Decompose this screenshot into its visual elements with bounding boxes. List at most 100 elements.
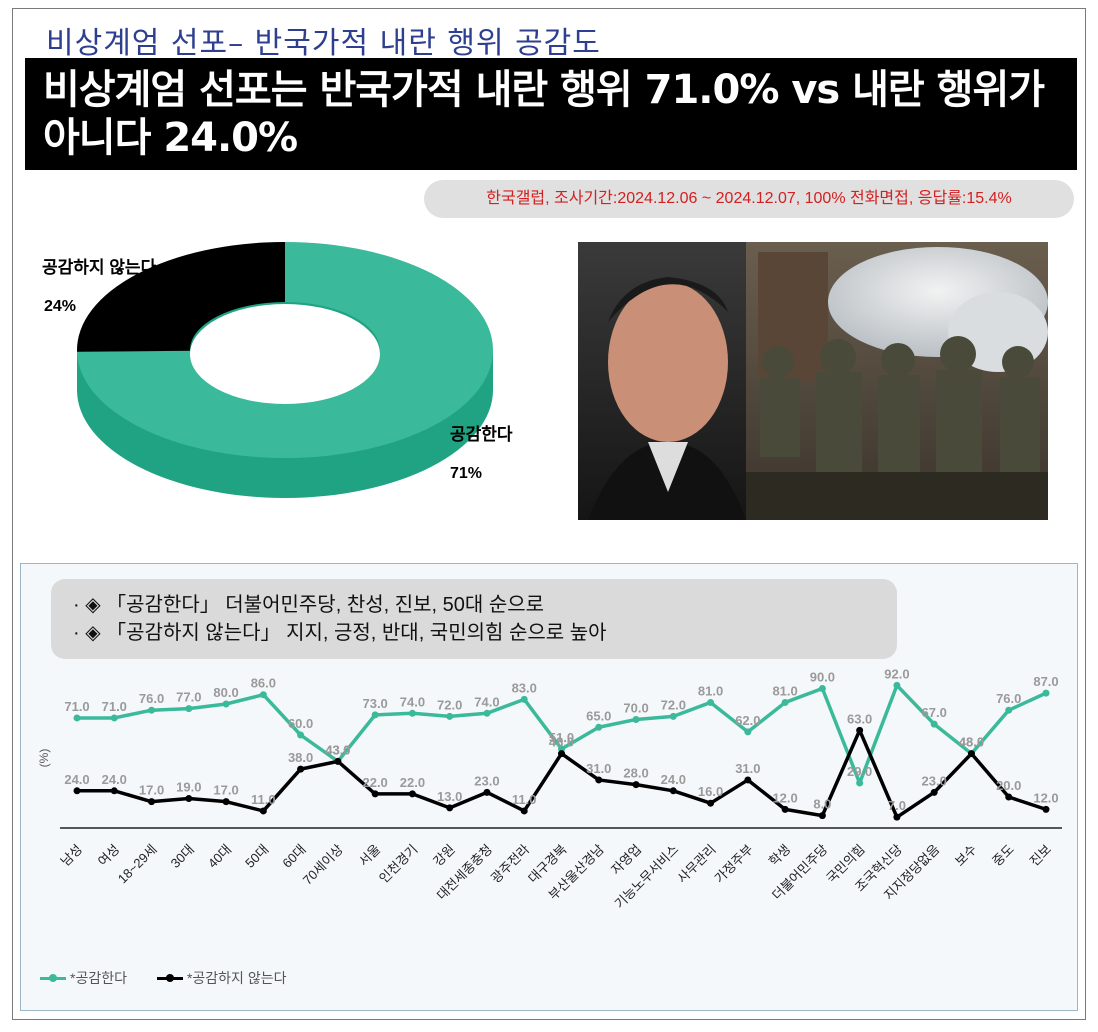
- x-tick-label-4: 40대: [205, 842, 234, 871]
- series-0-point-15: [632, 716, 640, 723]
- series-1-point-21: [856, 726, 864, 734]
- series-0-point-2: [148, 706, 156, 714]
- series-1-label-4: 17.0: [213, 783, 238, 798]
- donut-value-label-1: 24%: [44, 298, 76, 315]
- donut-category-label-1: 공감하지 않는다: [42, 258, 157, 277]
- series-0-point-1: [110, 714, 118, 722]
- series-1-point-6: [297, 765, 305, 773]
- series-0-point-26: [1042, 689, 1050, 697]
- series-0-point-6: [297, 731, 305, 739]
- series-0-label-2: 76.0: [139, 691, 164, 706]
- series-0-label-11: 74.0: [474, 694, 499, 709]
- series-1-point-22: [893, 813, 901, 821]
- series-0-label-12: 83.0: [512, 680, 537, 695]
- series-0-point-18: [744, 728, 752, 736]
- series-1-point-19: [781, 805, 789, 813]
- series-1-point-9: [408, 790, 416, 798]
- series-1-label-8: 22.0: [362, 775, 387, 790]
- series-1-point-18: [744, 776, 752, 784]
- series-0-label-19: 81.0: [772, 683, 797, 698]
- survey-source: 한국갤럽, 조사기간:2024.12.06 ~ 2024.12.07, 100%…: [424, 180, 1074, 218]
- headline-line-2: 아니다 24.0%: [43, 115, 298, 161]
- series-1-point-3: [185, 795, 193, 803]
- series-1-point-1: [110, 787, 118, 795]
- x-tick-label-6: 60대: [279, 842, 308, 871]
- series-0-point-5: [259, 691, 267, 699]
- series-0-point-14: [595, 723, 603, 731]
- series-0-point-12: [520, 695, 528, 703]
- series-1-label-5: 11.0: [251, 792, 276, 807]
- series-0-label-0: 71.0: [64, 699, 89, 714]
- x-tick-label-12: 광주전라: [488, 841, 532, 885]
- series-1-point-10: [446, 804, 454, 812]
- series-0-label-9: 74.0: [400, 694, 425, 709]
- x-tick-label-1: 여성: [95, 842, 123, 870]
- series-1-label-26: 12.0: [1033, 790, 1058, 805]
- series-0-label-13: 51.0: [549, 730, 574, 745]
- summary-bullet-2: · ◈ 「공감하지 않는다」 지지, 긍정, 반대, 국민의힘 순으로 높아: [73, 622, 607, 644]
- series-0-label-1: 71.0: [102, 699, 127, 714]
- series-0-point-19: [781, 698, 789, 706]
- series-1-label-18: 31.0: [735, 761, 760, 776]
- series-1-point-0: [73, 787, 81, 795]
- x-tick-label-25: 중도: [989, 841, 1017, 869]
- series-0-label-10: 72.0: [437, 697, 462, 712]
- series-0-point-0: [73, 714, 81, 722]
- x-tick-label-2: 18~29세: [115, 842, 160, 887]
- series-0-point-10: [446, 712, 454, 720]
- series-1-point-25: [1005, 793, 1013, 801]
- series-0-point-8: [371, 711, 379, 719]
- series-1-label-1: 24.0: [102, 772, 127, 787]
- x-tick-label-5: 50대: [242, 842, 271, 871]
- news-photo: [578, 242, 1048, 520]
- x-tick-label-18: 가정주부: [712, 841, 756, 885]
- series-1-label-24: 48.0: [959, 735, 984, 750]
- series-0-label-21: 29.0: [847, 764, 872, 779]
- series-0-label-26: 87.0: [1033, 674, 1058, 689]
- x-tick-label-10: 강원: [430, 842, 458, 870]
- series-0-point-22: [893, 681, 901, 689]
- series-0-point-21: [856, 779, 864, 787]
- x-tick-label-17: 사무관리: [674, 842, 718, 886]
- series-1-label-14: 31.0: [586, 761, 611, 776]
- series-1-label-15: 28.0: [623, 766, 648, 781]
- series-1-point-7: [334, 757, 342, 765]
- series-1-label-17: 16.0: [698, 784, 723, 799]
- legend-swatch-agree: [40, 973, 66, 983]
- series-0-label-8: 73.0: [362, 696, 387, 711]
- series-1-label-11: 23.0: [474, 773, 499, 788]
- x-tick-label-8: 서울: [356, 841, 384, 869]
- series-1-label-13: 48.0: [549, 735, 574, 750]
- summary-bullet-1: · ◈ 「공감한다」 더불어민주당, 찬성, 진보, 50대 순으로: [73, 594, 545, 616]
- series-1-label-6: 38.0: [288, 750, 313, 765]
- headline-line-1: 비상계엄 선포는 반국가적 내란 행위 71.0% vs 내란 행위가: [43, 67, 1045, 113]
- x-tick-label-9: 인천경기: [376, 842, 420, 886]
- series-0-label-5: 86.0: [251, 676, 276, 691]
- x-tick-label-19: 학생: [766, 842, 794, 870]
- series-1-label-19: 12.0: [772, 790, 797, 805]
- series-1-point-2: [148, 798, 156, 806]
- series-1-point-14: [595, 776, 603, 784]
- news-photo-icon: [578, 242, 1048, 520]
- series-0-point-20: [818, 685, 826, 692]
- legend-label-disagree: *공감하지 않는다: [186, 970, 287, 986]
- series-1-point-8: [371, 790, 379, 798]
- x-tick-label-24: 보수: [952, 841, 980, 869]
- series-0-point-17: [707, 698, 715, 706]
- series-0-label-22: 92.0: [884, 666, 909, 681]
- series-0-label-25: 76.0: [996, 691, 1021, 706]
- series-1-point-15: [632, 781, 640, 789]
- legend-swatch-disagree: [156, 973, 183, 983]
- series-0-point-3: [185, 705, 193, 713]
- series-1-label-2: 17.0: [139, 783, 164, 798]
- series-1-point-20: [818, 812, 826, 820]
- legend-label-agree: *공감한다: [70, 970, 127, 986]
- donut-value-label-0: 71%: [450, 465, 482, 482]
- donut-slice-1: [77, 242, 285, 352]
- headline-banner: 비상계엄 선포는 반국가적 내란 행위 71.0% vs 내란 행위가 아니다 …: [25, 58, 1077, 170]
- series-1-label-9: 22.0: [400, 775, 425, 790]
- series-0-label-24: 48.0: [959, 735, 984, 750]
- series-1-point-11: [483, 788, 491, 796]
- series-0-point-25: [1005, 706, 1013, 714]
